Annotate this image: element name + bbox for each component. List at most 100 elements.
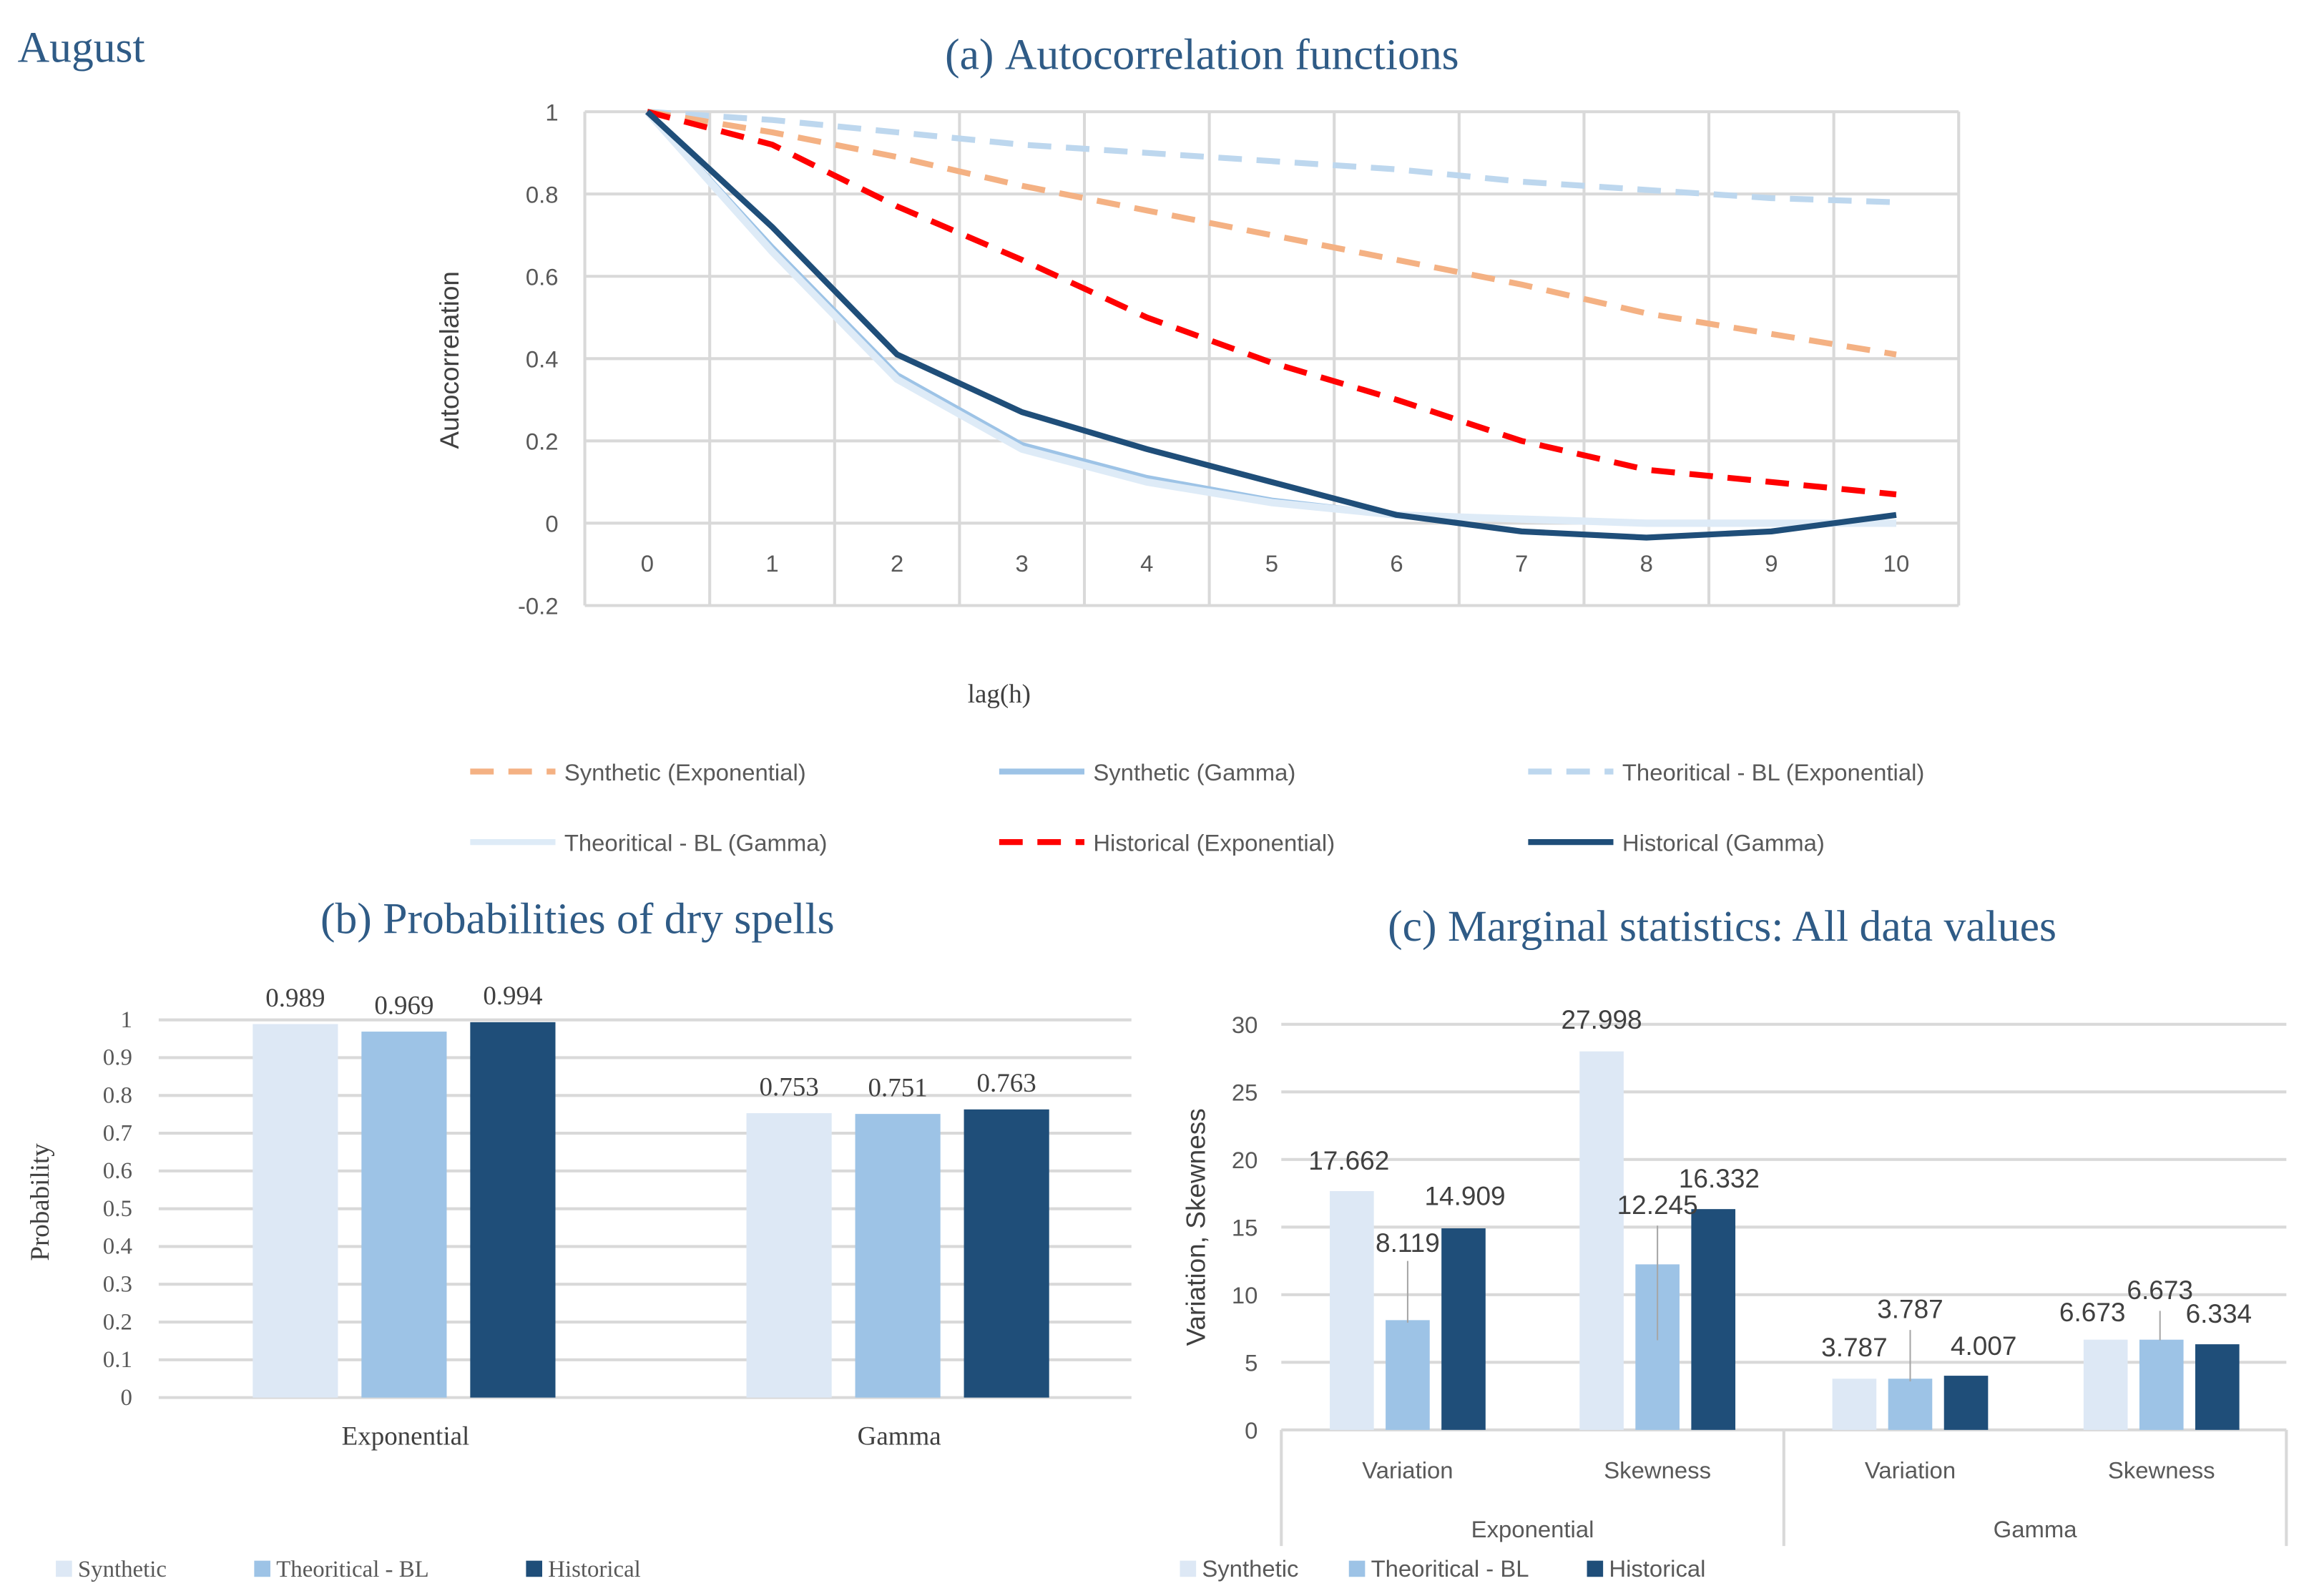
y-tick-label: 0: [120, 1385, 132, 1411]
data-label: 0.969: [374, 990, 433, 1019]
legend-label: Synthetic (Exponential): [564, 759, 806, 785]
bar: [2139, 1339, 2184, 1430]
data-label: 0.753: [760, 1072, 819, 1101]
y-tick-label: 1: [545, 99, 558, 126]
x-tick-label: 8: [1640, 550, 1653, 577]
y-tick-label: 10: [1232, 1282, 1258, 1308]
autocorrelation-chart: (a) Autocorrelation functions 1 0.8 0.6 0.4…: [435, 31, 1961, 856]
y-tick-label: -0.2: [518, 593, 559, 620]
y-tick-label: 0.7: [103, 1120, 132, 1146]
y-tick-label: 0.8: [103, 1083, 132, 1109]
legend-swatch: [1587, 1560, 1604, 1577]
x-axis-label: lag(h): [968, 679, 1031, 709]
data-label: 16.332: [1679, 1164, 1760, 1193]
page-title: August: [18, 23, 145, 72]
legend-label: Synthetic: [78, 1557, 167, 1582]
data-label: 14.909: [1425, 1182, 1506, 1211]
bar: [2195, 1344, 2240, 1430]
data-label: 0.763: [977, 1068, 1036, 1097]
legend-swatch: [526, 1560, 543, 1577]
legend-label: Historical (Exponential): [1093, 829, 1335, 856]
data-label: 8.119: [1376, 1228, 1440, 1258]
legend-swatch: [1180, 1560, 1197, 1577]
y-tick-label: 0.5: [103, 1196, 132, 1222]
x-category-label: Variation: [1362, 1457, 1453, 1484]
x-tick-label: 10: [1883, 550, 1910, 577]
x-tick-label: 7: [1515, 550, 1528, 577]
bar: [1579, 1051, 1624, 1430]
legend-label: Historical: [1609, 1555, 1705, 1582]
y-tick-label: 5: [1245, 1350, 1258, 1376]
y-tick-label: 0.1: [103, 1347, 132, 1373]
data-label: 0.989: [265, 983, 325, 1012]
x-category-label: Gamma: [858, 1421, 941, 1450]
legend-swatch: [254, 1560, 270, 1577]
y-tick-label: 0: [1245, 1417, 1258, 1444]
bar: [964, 1109, 1049, 1398]
y-tick-label: 0.3: [103, 1272, 132, 1298]
y-axis-label: Probability: [25, 1143, 54, 1261]
chart-c-title: (c) Marginal statistics: All data values: [1388, 902, 2057, 951]
y-tick-label: 0.2: [103, 1309, 132, 1335]
series-line-synthetic-exponential-: [647, 109, 1897, 358]
legend-label: Theoritical - BL: [276, 1557, 429, 1582]
x-tick-label: 2: [891, 550, 903, 577]
data-label: 27.998: [1562, 1005, 1642, 1034]
y-axis-label: Variation, Skewness: [1181, 1108, 1210, 1346]
legend-label: Synthetic (Gamma): [1093, 759, 1295, 785]
x-tick-label: 5: [1265, 550, 1278, 577]
data-label: 6.673: [2059, 1298, 2126, 1327]
bar: [361, 1032, 447, 1398]
legend-swatch: [56, 1560, 72, 1577]
x-tick-label: 1: [765, 550, 778, 577]
x-category-label: Skewness: [2108, 1457, 2215, 1484]
bar: [1943, 1376, 1989, 1430]
x-tick-label: 3: [1016, 550, 1029, 577]
chart-b-title: (b) Probabilities of dry spells: [320, 894, 835, 943]
x-category-label: Exponential: [342, 1421, 470, 1450]
data-label: 0.994: [483, 981, 542, 1010]
y-tick-label: 0.2: [526, 429, 559, 455]
dry-spells-chart: (b) Probabilities of dry spells 1 0.9 0.8 0…: [25, 894, 1132, 1582]
x-group-label: Exponential: [1471, 1516, 1594, 1542]
marginal-statistics-chart: (c) Marginal statistics: All data values…: [1180, 902, 2288, 1582]
y-tick-label: 1: [120, 1007, 132, 1033]
y-tick-label: 0.6: [103, 1158, 132, 1184]
bar: [1832, 1379, 1877, 1430]
y-tick-label: 0.9: [103, 1045, 132, 1071]
x-group-label: Gamma: [1994, 1516, 2078, 1542]
bar: [1888, 1379, 1933, 1430]
chart-a-title: (a) Autocorrelation functions: [945, 31, 1459, 79]
x-tick-label: 6: [1390, 550, 1403, 577]
bar: [1330, 1191, 1374, 1430]
x-tick-label: 4: [1140, 550, 1153, 577]
legend-swatch: [1348, 1560, 1366, 1577]
bar: [1386, 1320, 1430, 1430]
legend-label: Historical: [548, 1557, 641, 1582]
y-tick-label: 30: [1232, 1012, 1258, 1038]
legend-label: Synthetic: [1202, 1555, 1298, 1582]
bar: [253, 1024, 338, 1398]
data-label: 6.673: [2127, 1276, 2193, 1305]
data-label: 0.751: [868, 1072, 928, 1102]
x-tick-label: 9: [1765, 550, 1778, 577]
data-label: 12.245: [1617, 1190, 1698, 1220]
y-tick-label: 20: [1232, 1147, 1258, 1173]
y-tick-label: 25: [1232, 1079, 1258, 1106]
bar: [1441, 1228, 1486, 1430]
y-tick-label: 0.6: [526, 264, 559, 290]
y-axis-label: Autocorrelation: [435, 271, 464, 449]
bar: [2083, 1339, 2128, 1430]
y-tick-label: 0.4: [103, 1234, 132, 1260]
bar: [855, 1114, 941, 1398]
bar: [470, 1022, 556, 1398]
y-tick-label: 15: [1232, 1215, 1258, 1241]
y-tick-label: 0: [545, 511, 558, 537]
data-label: 6.334: [2186, 1299, 2252, 1328]
data-label: 3.787: [1821, 1333, 1888, 1362]
legend-label: Theoritical - BL (Gamma): [564, 829, 828, 856]
data-label: 17.662: [1308, 1146, 1389, 1175]
legend-label: Theoritical - BL: [1371, 1555, 1529, 1582]
bar: [746, 1113, 832, 1398]
